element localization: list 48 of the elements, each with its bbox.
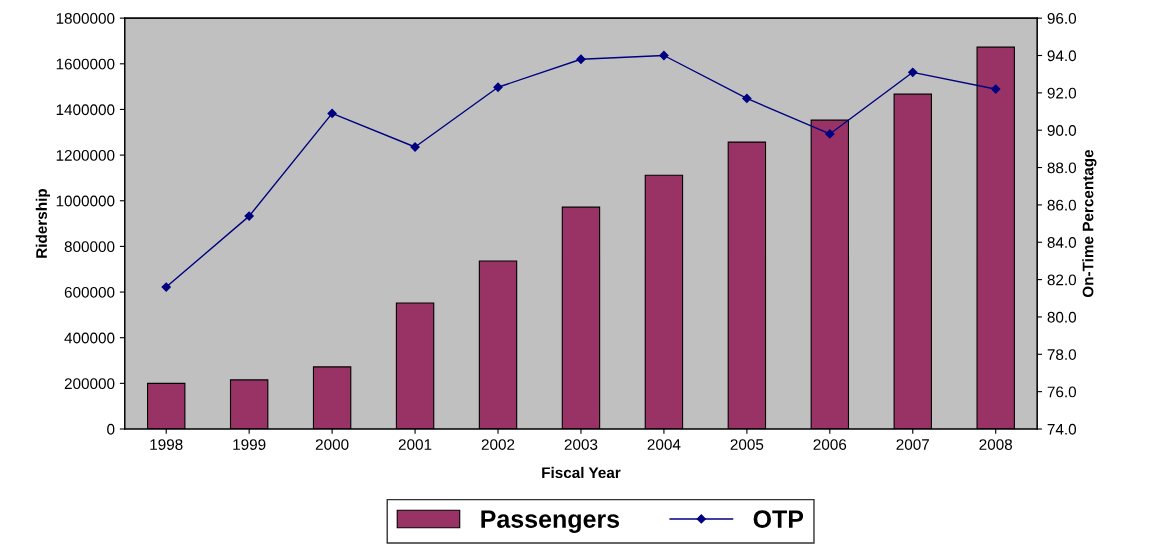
y2-tick-label: 92.0 <box>1047 87 1077 99</box>
x-tick-label: 2004 <box>647 439 681 450</box>
y2-tick-label: 80.0 <box>1047 311 1077 323</box>
y2-tick-label: 84.0 <box>1047 237 1077 248</box>
x-tick-label: 2008 <box>979 439 1013 450</box>
y2-tick-label: 78.0 <box>1047 349 1077 360</box>
y2-tick-label: 76.0 <box>1047 386 1077 398</box>
y2-tick-label: 90.0 <box>1047 125 1077 136</box>
y-tick-label: 600000 <box>64 286 115 298</box>
point <box>825 129 835 139</box>
x-tick-label: 2002 <box>481 439 515 450</box>
y-tick-label: 1200000 <box>56 149 115 161</box>
point <box>659 50 669 61</box>
x-tick-label: 1998 <box>150 439 183 450</box>
x-tick-label: 2006 <box>813 439 847 450</box>
y-axis-title: Ridership <box>35 188 50 258</box>
point <box>493 82 503 92</box>
y-tick-label: 1600000 <box>56 58 115 70</box>
point <box>991 84 1001 94</box>
legend-label: Passengers <box>481 510 620 533</box>
x-axis-title: Fiscal Year <box>542 466 621 479</box>
point <box>576 54 586 64</box>
y2-tick-label: 74.0 <box>1047 423 1077 435</box>
y-tick-label: 1400000 <box>56 104 115 116</box>
y-tick-label: 400000 <box>64 332 115 344</box>
y-tick-label: 200000 <box>64 378 115 390</box>
y2-tick-label: 96.0 <box>1047 13 1077 24</box>
x-tick-label: 2000 <box>315 439 349 450</box>
x-tick-label: 2003 <box>564 439 598 450</box>
y2-tick-label: 86.0 <box>1047 199 1077 211</box>
x-tick-label: 2001 <box>398 439 432 450</box>
x-tick-label: 2007 <box>896 439 929 450</box>
y-tick-label: 0 <box>107 423 115 435</box>
x-tick-label: 2005 <box>730 439 764 450</box>
y2-axis-title: On-Time Percentage <box>1082 149 1097 298</box>
y-tick-label: 1000000 <box>56 195 115 207</box>
legend-label: OTP <box>753 510 804 528</box>
point <box>742 93 752 104</box>
y2-tick-label: 94.0 <box>1047 50 1077 62</box>
point <box>908 67 918 77</box>
point <box>244 211 254 221</box>
y-tick-label: 1800000 <box>56 13 115 24</box>
y2-tick-label: 88.0 <box>1047 162 1077 174</box>
x-tick-label: 1999 <box>233 439 266 450</box>
y2-tick-label: 82.0 <box>1047 274 1077 286</box>
y-tick-label: 800000 <box>64 241 115 253</box>
point <box>327 108 337 119</box>
point <box>161 282 171 292</box>
